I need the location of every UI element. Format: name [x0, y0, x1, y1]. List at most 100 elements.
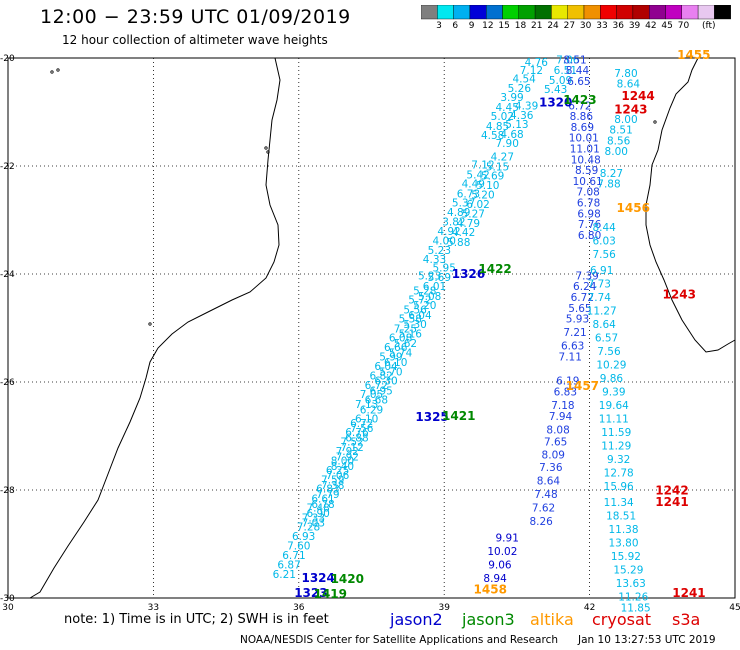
- x-tick-label: 39: [438, 603, 450, 613]
- wave-height-value: 6.25: [326, 465, 349, 477]
- wave-height-value: 7.13: [355, 399, 378, 411]
- pass-time-label: 1419: [314, 587, 347, 601]
- wave-height-value: 7.62: [532, 503, 555, 515]
- wave-height-value: 5.69: [428, 272, 451, 284]
- wave-height-value: 9.32: [607, 454, 630, 466]
- y-tick-label: -26: [0, 378, 15, 388]
- wave-height-value: 6.10: [355, 414, 378, 426]
- wave-height-value: 7.18: [551, 400, 574, 412]
- pass-time-label: 1326: [452, 267, 485, 281]
- wave-height-value: 7.74: [588, 292, 612, 304]
- wave-height-value: 7.56: [592, 249, 616, 261]
- wave-height-value: 6.98: [577, 208, 600, 220]
- wave-height-value: 6.51: [554, 65, 577, 77]
- color-scale-swatch: [714, 5, 731, 20]
- wave-height-value: 11.29: [601, 441, 631, 453]
- madagascar-coastline: [645, 57, 736, 353]
- wave-height-value: 5.02: [491, 111, 514, 123]
- wave-height-value: 9.06: [488, 559, 512, 571]
- wave-height-value: 6.24: [573, 281, 597, 293]
- coastline: [29, 57, 736, 599]
- wave-height-value: 6.73: [457, 188, 480, 200]
- wave-height-value: 11.26: [618, 592, 648, 604]
- wave-height-value: 7.52: [340, 437, 363, 449]
- wave-height-value: 6.71: [282, 550, 305, 562]
- island-outline: [266, 150, 270, 154]
- color-scale-labels: 3 6 9 12 15 18 21 24 27 30 33 36 39 42 45 70 (ft): [421, 21, 740, 35]
- island-outline: [50, 70, 54, 74]
- pass-time-label: 1324: [301, 571, 334, 585]
- color-scale-label: 70: [677, 21, 690, 31]
- wave-height-value: 7.59: [321, 475, 344, 487]
- wave-height-value: 6.72: [571, 292, 594, 304]
- wave-height-value: 10.48: [571, 154, 601, 166]
- pass-time-label: 1241: [672, 586, 705, 600]
- wave-height-value: 5.72: [408, 295, 431, 307]
- wave-height-value: 7.06: [326, 470, 350, 482]
- wave-height-value: 11.01: [570, 144, 600, 156]
- wave-height-value: 6.03: [592, 235, 615, 247]
- wave-height-value: 5.74: [389, 348, 413, 360]
- wave-height-value: 7.12: [520, 65, 543, 77]
- pass-time-label: 1320: [539, 96, 572, 110]
- wave-height-value: 4.76: [525, 57, 549, 69]
- wave-height-value: 11.38: [608, 524, 638, 536]
- wave-height-value: 7.73: [588, 279, 611, 291]
- wave-height-value: 8.27: [600, 168, 623, 180]
- pass-time-label: 1244: [621, 89, 654, 103]
- wave-height-value: 5.88: [447, 237, 470, 249]
- wave-height-value: 8.26: [529, 516, 553, 528]
- wave-height-value: 8.69: [571, 122, 594, 134]
- pass-time-label: 1242: [655, 483, 688, 497]
- wave-height-value: 4.27: [491, 152, 514, 164]
- wave-height-value: 5.99: [379, 351, 402, 363]
- wave-height-value: 7.88: [597, 179, 620, 191]
- wave-height-value: 5.93: [566, 314, 589, 326]
- wave-height-value: 5.08: [418, 291, 441, 303]
- wave-height-value: 6.87: [277, 559, 300, 571]
- wave-height-value: 7.56: [597, 346, 621, 358]
- island-outline: [56, 68, 60, 72]
- wave-height-value: 10.61: [573, 176, 603, 188]
- color-scale-label: 36: [612, 21, 624, 31]
- footer-credit: NOAA/NESDIS Center for Satellite Applica…: [240, 634, 558, 646]
- wave-height-value: 4.39: [515, 100, 538, 112]
- wave-height-value: 6.57: [595, 333, 618, 345]
- wave-height-value: 19.64: [599, 400, 629, 412]
- wave-height-value: 3.99: [500, 92, 523, 104]
- wave-height-value: 6.61: [311, 493, 334, 505]
- wave-height-value: 7.28: [297, 522, 320, 534]
- wave-height-value: 7.92: [336, 446, 359, 458]
- pass-time-label: 1325: [415, 410, 448, 424]
- wave-height-value: 8.44: [592, 222, 616, 234]
- wave-height-value: 7.60: [287, 540, 310, 552]
- color-scale-label: 39: [628, 21, 641, 31]
- wave-height-value: 5.13: [505, 119, 528, 131]
- wave-height-value: 10.29: [596, 360, 626, 372]
- wave-height-value: 11.85: [621, 603, 651, 615]
- wave-height-value: 8.64: [617, 79, 641, 91]
- wave-height-value: 6.78: [577, 198, 600, 210]
- wave-height-value: 7.33: [302, 512, 325, 524]
- wave-height-value: 7.94: [549, 411, 573, 423]
- x-tick-label: 45: [729, 603, 740, 613]
- wave-height-points: 4.767.124.545.263.994.455.024.854.587.12…: [273, 54, 651, 614]
- wave-height-value: 6.91: [590, 265, 613, 277]
- wave-height-value: 5.27: [462, 208, 485, 220]
- color-scale-label: 15: [498, 21, 510, 31]
- wave-height-value: 4.58: [481, 130, 504, 142]
- wave-height-value: 6.95: [369, 385, 392, 397]
- wave-height-value: 6.19: [556, 376, 579, 388]
- wave-height-value: 5.20: [413, 300, 436, 312]
- pass-time-label: 1241: [655, 495, 688, 509]
- color-scale-label: 21: [531, 21, 543, 31]
- color-scale-label: 6: [452, 21, 459, 31]
- wave-height-value: 11.59: [601, 427, 631, 439]
- legend-jason3: jason3: [462, 610, 515, 629]
- wave-height-value: 6.66: [384, 342, 408, 354]
- wave-height-value: 7.05: [360, 389, 383, 401]
- color-scale-label: (ft): [701, 21, 716, 31]
- wave-height-value: 7.08: [576, 187, 599, 199]
- wave-height-value: 8.09: [542, 450, 565, 462]
